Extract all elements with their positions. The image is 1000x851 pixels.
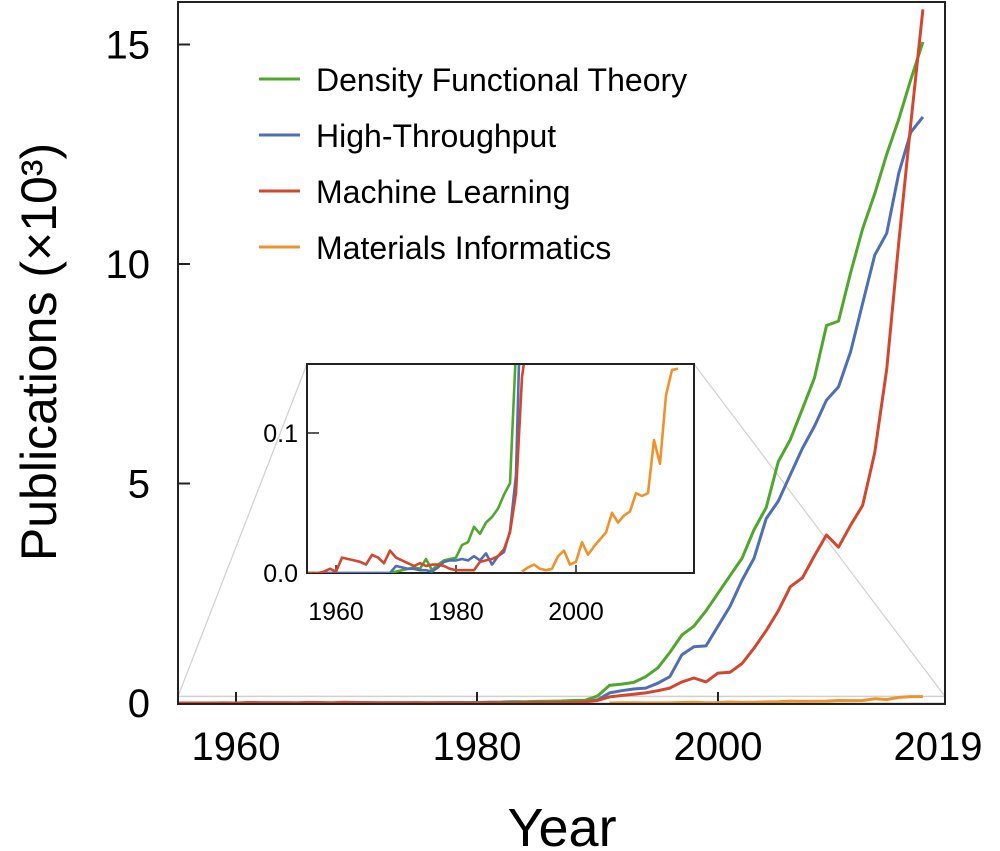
inset-series-line-density-functional-theory — [308, 365, 517, 573]
inset-series-line-materials-informatics — [521, 367, 679, 573]
y-tick-label: 10 — [106, 243, 151, 287]
legend: Density Functional Theory High-Throughput… — [259, 62, 687, 266]
x-tick-label: 2019 — [894, 725, 983, 769]
x-tick-label: 1980 — [433, 725, 522, 769]
y-tick-label: 0 — [128, 682, 150, 726]
series-line-materials-informatics — [609, 695, 923, 703]
series-line-machine-learning — [179, 9, 925, 703]
inset-y-tick-label: 0.1 — [263, 420, 298, 448]
inset-x-tick-label: 2000 — [548, 598, 604, 626]
y-tick-label: 5 — [128, 463, 150, 507]
legend-label: High-Throughput — [316, 118, 556, 154]
inset-x-tick-label: 1980 — [428, 598, 484, 626]
legend-label: Density Functional Theory — [316, 62, 687, 98]
plot-frame — [177, 1, 946, 705]
inset-x-tick-label: 1960 — [308, 598, 364, 626]
y-tick-label: 15 — [106, 24, 151, 68]
inset-background — [306, 363, 695, 574]
legend-label: Materials Informatics — [316, 230, 611, 266]
legend-item: High-Throughput — [259, 118, 556, 154]
x-tick-label: 2000 — [674, 725, 763, 769]
legend-label: Machine Learning — [316, 174, 570, 210]
legend-item: Materials Informatics — [259, 230, 611, 266]
x-tick-label: 1960 — [192, 725, 281, 769]
legend-item: Density Functional Theory — [259, 62, 687, 98]
connector-line-left — [177, 363, 308, 697]
inset-y-tick-label: 0.0 — [263, 560, 298, 588]
x-axis-label: Year — [507, 798, 616, 851]
legend-item: Machine Learning — [259, 174, 570, 210]
connector-line-right — [693, 363, 946, 697]
inset-series-line-machine-learning — [308, 365, 526, 573]
inset-series-line-high-throughput — [308, 365, 521, 573]
y-axis-label: Publications (×10³) — [11, 143, 67, 561]
